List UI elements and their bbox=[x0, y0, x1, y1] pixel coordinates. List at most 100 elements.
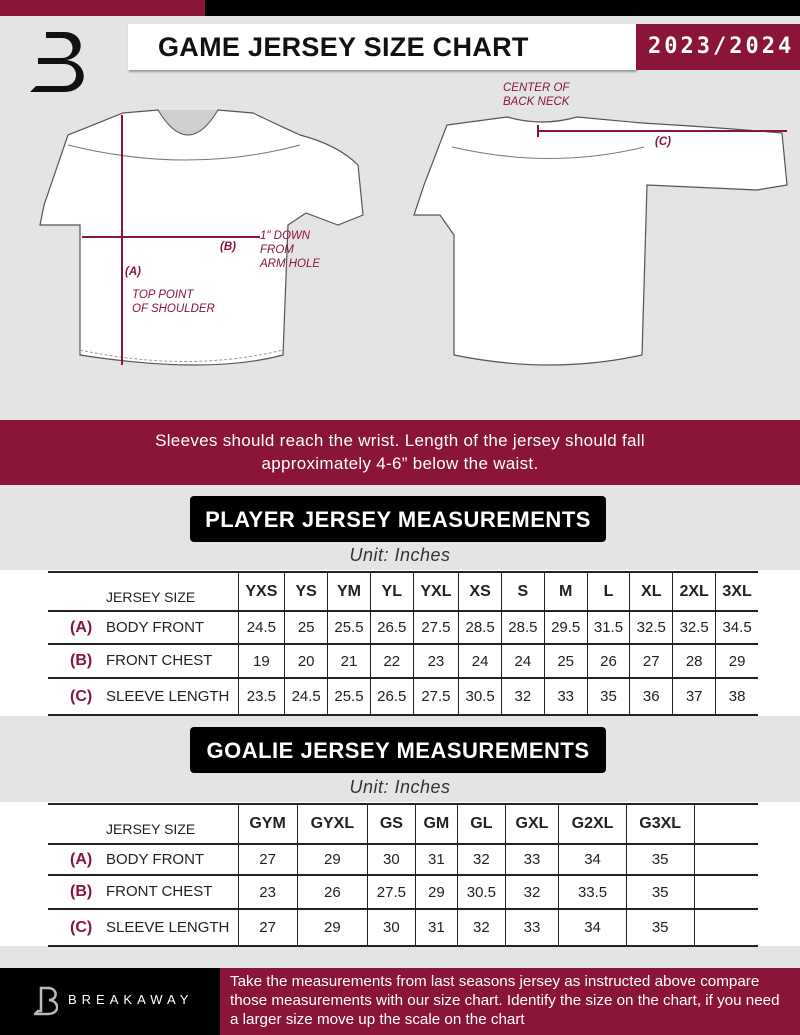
measurement-value: 35 bbox=[586, 677, 630, 716]
player-section-title: PLAYER JERSEY MEASUREMENTS bbox=[190, 496, 606, 542]
goalie-header-row: JERSEY SIZE GYM GYXL GS GM GL GXL G2XL G3XL bbox=[48, 803, 758, 845]
measurement-letter: (B) bbox=[70, 652, 93, 669]
size-header bbox=[693, 803, 758, 845]
measurement-value: 37 bbox=[672, 677, 716, 716]
size-header: YXS bbox=[237, 571, 285, 612]
measurement-value: 31 bbox=[414, 843, 458, 876]
measurement-value: 23.5 bbox=[237, 677, 285, 716]
size-header: L bbox=[586, 571, 630, 612]
measurement-label: (C) SLEEVE LENGTH bbox=[48, 677, 238, 716]
table-row: (A) BODY FRONT 27 29 30 31 32 33 34 35 bbox=[48, 843, 758, 876]
measurement-name: BODY FRONT bbox=[106, 850, 205, 868]
measurement-value bbox=[693, 874, 758, 910]
measurement-value: 29 bbox=[296, 908, 368, 947]
measurement-letter: (C) bbox=[70, 687, 93, 705]
measurement-name: BODY FRONT bbox=[106, 618, 205, 636]
measurement-value: 24 bbox=[500, 643, 545, 679]
measurement-value: 27 bbox=[237, 908, 298, 947]
measurement-value: 25 bbox=[284, 610, 328, 645]
size-header: YL bbox=[369, 571, 414, 612]
measurement-letter: (A) bbox=[70, 850, 93, 868]
footer-logo-icon bbox=[34, 986, 58, 1016]
player-header-row: JERSEY SIZE YXS YS YM YL YXL XS S M L XL 2XL 3XL bbox=[48, 571, 758, 612]
top-accent-bar bbox=[0, 0, 205, 16]
table-row: (B) FRONT CHEST 19 20 21 22 23 24 24 25 26 27 28 29 bbox=[48, 643, 758, 679]
measurement-value: 26.5 bbox=[369, 610, 414, 645]
table-row: (C) SLEEVE LENGTH 27 29 30 31 32 33 34 35 bbox=[48, 908, 758, 947]
size-header: GYM bbox=[237, 803, 298, 845]
measurement-value: 34 bbox=[558, 908, 627, 947]
measurement-value: 27 bbox=[629, 643, 673, 679]
measurement-value: 28.5 bbox=[500, 610, 545, 645]
page-title: GAME JERSEY SIZE CHART bbox=[128, 24, 636, 70]
size-header: YXL bbox=[412, 571, 459, 612]
measurement-value: 32 bbox=[457, 843, 506, 876]
measurement-value: 31.5 bbox=[586, 610, 630, 645]
measurement-value: 21 bbox=[327, 643, 371, 679]
measurement-value: 24 bbox=[458, 643, 502, 679]
measurement-value: 24.5 bbox=[237, 610, 285, 645]
back-jersey-diagram bbox=[413, 116, 788, 366]
measurement-value: 29 bbox=[296, 843, 368, 876]
size-header: YS bbox=[284, 571, 328, 612]
jersey-size-header: JERSEY SIZE bbox=[48, 571, 238, 612]
measurement-name: SLEEVE LENGTH bbox=[106, 918, 230, 936]
measurement-value: 33 bbox=[504, 843, 559, 876]
measurement-value: 32 bbox=[500, 677, 545, 716]
measurement-value: 29 bbox=[414, 874, 458, 910]
measurement-value: 30 bbox=[367, 908, 416, 947]
measurement-value: 34.5 bbox=[715, 610, 758, 645]
measurement-value: 28.5 bbox=[458, 610, 502, 645]
measurement-value: 29.5 bbox=[543, 610, 588, 645]
measurement-letter: (A) bbox=[70, 618, 93, 636]
measurement-value: 30.5 bbox=[457, 874, 506, 910]
measurement-letter: (B) bbox=[70, 883, 93, 900]
size-header: M bbox=[543, 571, 588, 612]
measurement-value: 33.5 bbox=[558, 874, 627, 910]
size-header: GYXL bbox=[296, 803, 368, 845]
back-neck-note: CENTER OF BACK NECK bbox=[503, 82, 570, 108]
measurement-name: SLEEVE LENGTH bbox=[106, 687, 230, 705]
measurement-label: (B) FRONT CHEST bbox=[48, 874, 238, 910]
size-header: GXL bbox=[504, 803, 559, 845]
measurement-value: 32 bbox=[504, 874, 559, 910]
instruction-banner: Sleeves should reach the wrist. Length o… bbox=[0, 420, 800, 485]
measurement-label: (B) FRONT CHEST bbox=[48, 643, 238, 679]
measurement-value: 33 bbox=[504, 908, 559, 947]
footer-instructions: Take the measurements from last seasons … bbox=[220, 968, 800, 1035]
chest-note: 1" DOWN FROM ARM HOLE bbox=[260, 230, 321, 270]
jersey-size-header: JERSEY SIZE bbox=[48, 803, 238, 845]
measurement-value: 38 bbox=[715, 677, 758, 716]
size-header: YM bbox=[327, 571, 371, 612]
measurement-value: 19 bbox=[237, 643, 285, 679]
measurement-value: 30 bbox=[367, 843, 416, 876]
measurement-label: (C) SLEEVE LENGTH bbox=[48, 908, 238, 947]
footer-brand-panel bbox=[0, 968, 220, 1035]
measurement-value: 29 bbox=[715, 643, 758, 679]
table-row: (B) FRONT CHEST 23 26 27.5 29 30.5 32 33.5 35 bbox=[48, 874, 758, 910]
size-header: S bbox=[500, 571, 545, 612]
measurement-value: 34 bbox=[558, 843, 627, 876]
shoulder-note: TOP POINT OF SHOULDER bbox=[132, 289, 215, 315]
label-a: (A) bbox=[125, 266, 141, 278]
footer-brand-name: BREAKAWAY bbox=[68, 992, 194, 1007]
measurement-value: 33 bbox=[543, 677, 588, 716]
measurement-value: 27.5 bbox=[367, 874, 416, 910]
measurement-value: 35 bbox=[625, 874, 694, 910]
size-header: GL bbox=[457, 803, 506, 845]
measurement-value: 24.5 bbox=[284, 677, 328, 716]
top-black-bar bbox=[205, 0, 800, 16]
measurement-label: (A) BODY FRONT bbox=[48, 610, 238, 645]
measurement-label: (A) BODY FRONT bbox=[48, 843, 238, 876]
size-header: GM bbox=[414, 803, 458, 845]
size-header: G2XL bbox=[558, 803, 627, 845]
measurement-value: 25.5 bbox=[327, 677, 371, 716]
front-jersey-diagram bbox=[39, 109, 364, 366]
goalie-size-table: JERSEY SIZE GYM GYXL GS GM GL GXL G2XL G3XL (A)… bbox=[48, 803, 758, 947]
measurement-letter: (C) bbox=[70, 918, 93, 936]
size-header: XS bbox=[458, 571, 502, 612]
season-badge: 2023/2024 bbox=[636, 24, 800, 70]
measurement-value bbox=[693, 908, 758, 947]
measurement-value: 28 bbox=[672, 643, 716, 679]
measurement-value: 23 bbox=[412, 643, 459, 679]
